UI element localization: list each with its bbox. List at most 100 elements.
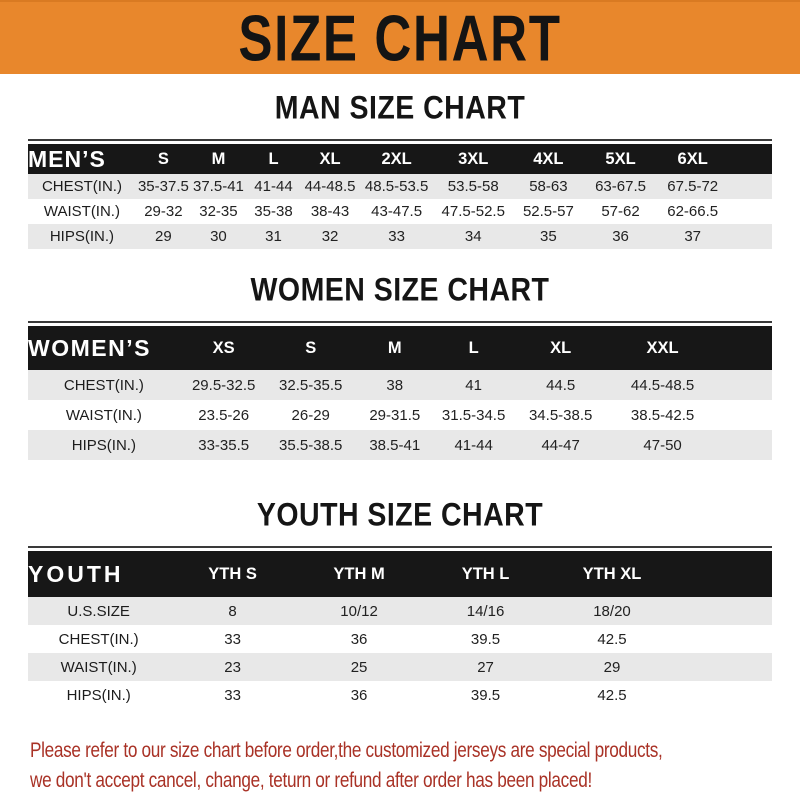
table-top-edge	[28, 321, 772, 323]
size-column-header: S	[267, 326, 354, 370]
size-column-header: M	[190, 144, 246, 174]
row-label: CHEST(IN.)	[28, 174, 136, 199]
size-value-cell: 35-38	[254, 203, 293, 220]
size-value-cell: 53.5-58	[434, 174, 513, 199]
size-value-cell: 39.5	[470, 686, 501, 704]
table-row: CHEST(IN.) 33 36 39.5 42.5	[28, 625, 772, 653]
size-value-cell: 38-43	[310, 203, 350, 220]
size-value-cell: 32	[301, 224, 360, 249]
size-value-cell: 29-31.5	[369, 406, 421, 424]
size-value-cell: 32.5-35.5	[267, 370, 354, 400]
table-row: HIPS(IN.) 29 30 31 32 33 34 35 36 37	[28, 224, 772, 249]
row-label: U.S.SIZE	[28, 597, 170, 625]
women-size-chart-heading: WOMEN SIZE CHART	[250, 271, 550, 308]
size-value-cell: 58-63	[512, 174, 585, 199]
table-top-edge	[28, 546, 772, 548]
table-row: U.S.SIZE 8 10/12 14/16 18/20	[28, 597, 772, 625]
size-value-cell: 38	[353, 370, 436, 400]
size-value-cell: 44-47	[511, 430, 610, 460]
table-row: HIPS(IN.) 33 36 39.5 42.5	[28, 681, 772, 709]
size-value-cell: 38.5-42.5	[630, 406, 695, 424]
size-value-cell: 39.5	[470, 630, 501, 648]
row-label: CHEST(IN.)	[58, 630, 139, 648]
size-value-cell: 41-44	[435, 430, 512, 460]
size-value-cell: 63-67.5	[584, 174, 657, 199]
size-column-header: XL	[511, 326, 610, 370]
table-row: WAIST(IN.) 29-32 32-35 35-38 38-43 43-47.5 47.…	[28, 199, 772, 224]
spacer-cell	[728, 224, 772, 249]
size-value-cell: 43-47.5	[371, 203, 423, 220]
row-label: HIPS(IN.)	[66, 686, 131, 704]
size-value-cell: 27	[422, 653, 549, 681]
youth-size-chart-heading: YOUTH SIZE CHART	[256, 496, 544, 533]
size-column-header: S	[135, 144, 191, 174]
order-notice: Please refer to our size chart before or…	[30, 735, 800, 795]
man-size-table: MEN’S S M L XL 2XL 3XL 4XL 5XL 6XL CHEST(IN.) 35-37…	[28, 144, 772, 249]
size-value-cell: 57-62	[601, 203, 640, 220]
size-value-cell: 44.5	[511, 370, 610, 400]
size-chart-banner: SIZE CHART	[0, 0, 800, 74]
size-value-cell: 29	[548, 653, 676, 681]
size-value-cell: 42.5	[597, 686, 627, 704]
size-value-cell: 36	[350, 630, 368, 648]
size-value-cell: 44.5-48.5	[609, 370, 716, 400]
size-value-cell: 33	[224, 630, 241, 648]
size-value-cell: 34	[434, 224, 513, 249]
row-label: HIPS(IN.)	[28, 224, 136, 249]
spacer-cell	[715, 326, 772, 370]
size-value-cell: 14/16	[422, 597, 549, 625]
spacer-cell	[675, 597, 772, 625]
size-column-header: YTH M	[295, 551, 423, 597]
order-notice-line-2: we don't accept cancel, change, teturn o…	[30, 768, 592, 792]
size-value-cell: 41	[435, 370, 512, 400]
size-column-header: 3XL	[434, 144, 513, 174]
size-value-cell: 41-44	[245, 174, 302, 199]
spacer-cell	[675, 625, 772, 653]
size-value-cell: 38.5-41	[353, 430, 436, 460]
spacer-cell	[728, 174, 772, 199]
man-size-table-wrap: MEN’S S M L XL 2XL 3XL 4XL 5XL 6XL CHEST(IN.) 35-37…	[28, 139, 772, 249]
spacer-cell	[728, 144, 772, 174]
size-column-header: XL	[301, 144, 360, 174]
size-value-cell: 25	[295, 653, 423, 681]
order-notice-line-1: Please refer to our size chart before or…	[30, 738, 663, 762]
size-value-cell: 10/12	[295, 597, 423, 625]
youth-size-table-wrap: YOUTH YTH S YTH M YTH L YTH XL U.S.SIZE 8 10/12…	[28, 546, 772, 709]
row-label: CHEST(IN.)	[28, 370, 180, 400]
size-value-cell: 62-66.5	[667, 203, 719, 220]
size-value-cell: 30	[190, 224, 246, 249]
table-header-row: MEN’S S M L XL 2XL 3XL 4XL 5XL 6XL	[28, 144, 772, 174]
table-header-row: WOMEN’S XS S M L XL XXL	[28, 326, 772, 370]
size-value-cell: 47.5-52.5	[441, 203, 505, 220]
spacer-cell	[675, 681, 772, 709]
size-column-header: 2XL	[359, 144, 435, 174]
table-row: WAIST(IN.) 23.5-26 26-29 29-31.5 31.5-34.5 34…	[28, 400, 772, 430]
size-value-cell: 35-37.5	[135, 174, 191, 199]
women-size-table: WOMEN’S XS S M L XL XXL CHEST(IN.) 29.5-32.5 32.5…	[28, 326, 772, 460]
size-value-cell: 33	[359, 224, 435, 249]
row-label: WAIST(IN.)	[43, 203, 120, 220]
size-value-cell: 35.5-38.5	[267, 430, 354, 460]
spacer-cell	[715, 370, 772, 400]
size-value-cell: 67.5-72	[656, 174, 729, 199]
man-size-chart-section: MAN SIZE CHART MEN’S S M L XL 2XL 3XL 4XL 5XL 6XL…	[0, 89, 800, 249]
size-value-cell: 23.5-26	[198, 406, 250, 424]
women-size-chart-section: WOMEN SIZE CHART WOMEN’S XS S M L XL XXL CHEST(…	[0, 271, 800, 460]
table-row: HIPS(IN.) 33-35.5 35.5-38.5 38.5-41 41-44 44-…	[28, 430, 772, 460]
size-column-header: YTH L	[422, 551, 549, 597]
size-value-cell: 33-35.5	[179, 430, 268, 460]
row-label: HIPS(IN.)	[28, 430, 180, 460]
size-column-header: 5XL	[584, 144, 657, 174]
size-value-cell: 26-29	[291, 406, 330, 424]
women-size-table-wrap: WOMEN’S XS S M L XL XXL CHEST(IN.) 29.5-32.5 32.5…	[28, 321, 772, 460]
table-row: CHEST(IN.) 29.5-32.5 32.5-35.5 38 41 44.5 44.5…	[28, 370, 772, 400]
size-value-cell: 29-32	[144, 203, 183, 220]
size-value-cell: 35	[512, 224, 585, 249]
table-top-edge	[28, 139, 772, 141]
size-value-cell: 31	[245, 224, 302, 249]
size-column-header: XS	[179, 326, 268, 370]
size-value-cell: 37.5-41	[190, 174, 246, 199]
table-corner-label: MEN’S	[28, 144, 136, 174]
size-column-header: M	[353, 326, 436, 370]
size-column-header: L	[245, 144, 302, 174]
